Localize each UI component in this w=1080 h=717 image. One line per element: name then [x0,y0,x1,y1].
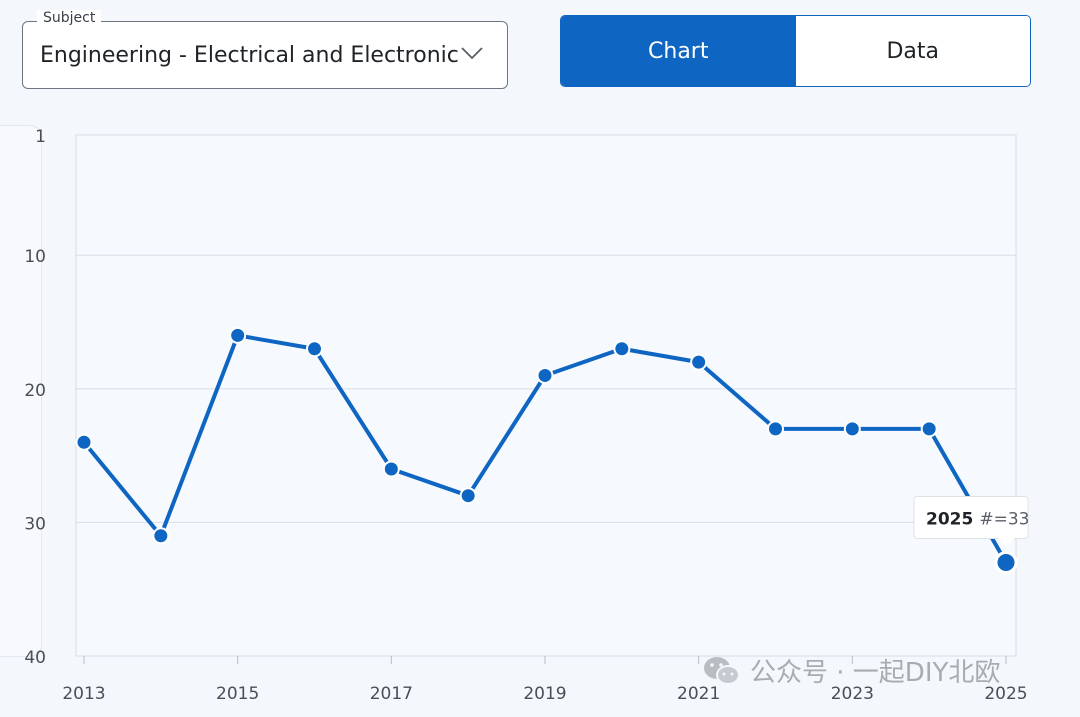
y-tick-label: 30 [24,514,46,534]
highlighted-data-point[interactable] [994,550,1018,574]
data-point[interactable] [613,340,631,358]
data-view-button[interactable]: Data [795,16,1030,86]
x-tick-label: 2021 [677,684,720,704]
chart-grid [75,134,1017,657]
data-point[interactable] [306,340,323,358]
tooltip-background [913,495,1029,539]
data-point[interactable] [536,366,554,384]
subject-legend: Subject [37,10,102,26]
wechat-icon [704,656,740,685]
chart-axes: 1 10 20 30 40 2013 2015 2017 2019 2021 2023 2025 [24,127,1027,704]
watermark: 公众号 · 一起DIY北欧 [702,652,1000,689]
data-point[interactable] [229,326,247,344]
tooltip-year: 2025 [926,509,973,529]
x-tick-label: 2017 [370,684,413,704]
view-toggle: Chart Data [560,15,1031,87]
points-layer [75,326,1018,574]
x-tick-label: 2019 [523,684,566,704]
data-point[interactable] [382,460,400,478]
y-tick-label: 20 [24,381,46,401]
x-tick-label: 2023 [831,684,874,704]
data-point[interactable] [843,420,861,438]
data-point[interactable] [690,353,708,371]
data-point[interactable] [920,420,938,438]
x-tick-label: 2015 [216,684,259,704]
plot-area [75,134,1017,657]
tooltip-pointer [997,537,1015,548]
chevron-down-icon [461,47,483,60]
x-tick-label: 2013 [62,684,105,704]
data-point[interactable] [459,487,477,505]
side-panel [0,125,42,657]
y-tick-label: 1 [35,127,46,147]
data-point[interactable] [75,433,93,451]
tooltip-rank: #=33 [979,509,1029,529]
x-tick-label: 2025 [984,684,1027,704]
subject-select[interactable]: Subject Engineering - Electrical and Ele… [22,10,508,89]
chart-view-button[interactable]: Chart [561,16,796,86]
watermark-text: 公众号 · 一起DIY北欧 [750,658,1001,688]
tooltip-text: 2025 #=33 [926,509,1029,529]
subject-value: Engineering - Electrical and Electronic [40,43,459,68]
y-tick-label: 40 [24,648,46,668]
y-tick-label: 10 [24,247,46,267]
chart-tooltip: 2025 #=33 [913,495,1029,548]
data-point[interactable] [767,420,784,438]
data-point[interactable] [152,527,170,545]
